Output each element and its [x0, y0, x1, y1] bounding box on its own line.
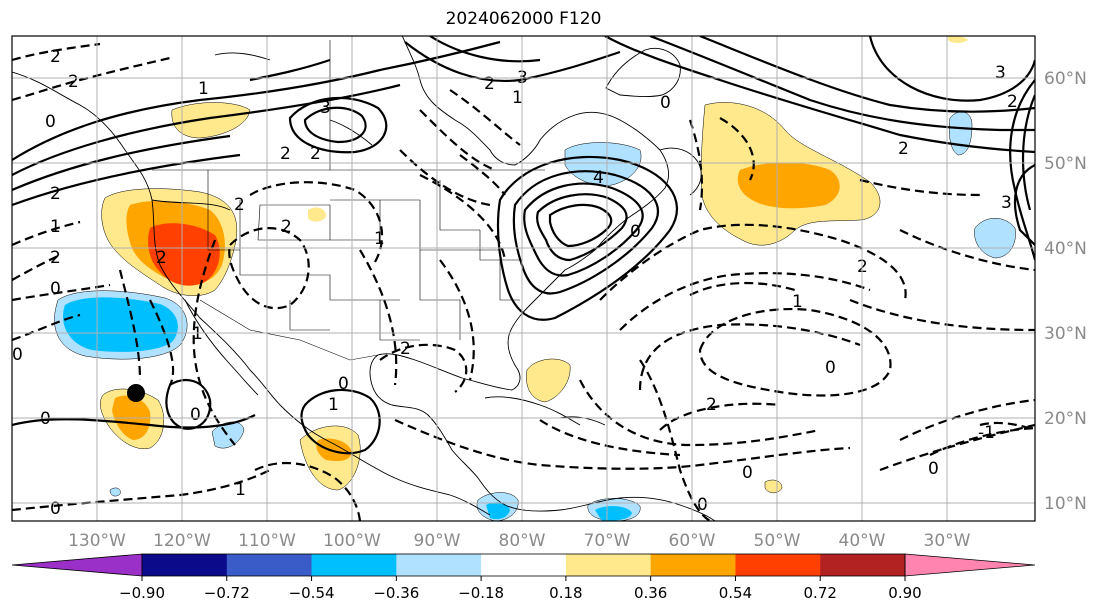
- political-borders: [152, 40, 545, 361]
- contour-label: 0: [45, 112, 56, 132]
- colorbar-cell: [396, 554, 482, 576]
- map-frame: [11, 35, 1036, 522]
- contour-label: 1: [198, 79, 209, 99]
- lon-label: 70°W: [584, 531, 631, 551]
- lat-label: 40°N: [1044, 239, 1087, 259]
- contour-label: 0: [742, 463, 753, 483]
- colorbar-extend-high: [904, 553, 1036, 577]
- colorbar-tick-label: −0.54: [289, 584, 335, 602]
- colorbar-cell: [311, 554, 397, 576]
- colorbar-outline: [141, 553, 906, 577]
- contour-label: 2: [400, 339, 411, 359]
- colorbar-tick-label: 0.90: [888, 584, 921, 602]
- positive-contours: [12, 36, 1035, 455]
- contour-label: 2: [50, 47, 61, 67]
- colorbar-cell: [481, 554, 567, 576]
- contour-label: 2: [234, 195, 245, 215]
- lat-label: 30°N: [1044, 324, 1087, 344]
- colorbar-tick-label: −0.18: [458, 584, 504, 602]
- colorbar-cell: [820, 554, 906, 576]
- lon-label: 100°W: [323, 531, 381, 551]
- contour-label: 2: [898, 139, 909, 159]
- contour-labels: 2 2 1 0 3 2 2 3 1 0 2 4 0 2 2 2 1 0 0 2 …: [12, 47, 1018, 519]
- contour-label: 2: [281, 217, 292, 237]
- contour-label: 2: [1007, 92, 1018, 112]
- colorbar-cell: [142, 554, 228, 576]
- colorbar-tick-label: 0.72: [804, 584, 837, 602]
- colorbar-cell: [226, 554, 313, 576]
- contour-label: 3: [1001, 193, 1012, 213]
- contour-label: -1: [978, 423, 995, 443]
- contour-label: 1: [792, 292, 803, 312]
- lon-label: 30°W: [924, 531, 971, 551]
- colorbar-tick-label: −0.36: [373, 584, 419, 602]
- contour-label: 2: [280, 144, 291, 164]
- storm-position-marker: [127, 384, 145, 402]
- contour-label: 0: [50, 279, 61, 299]
- lon-label: 40°W: [839, 531, 886, 551]
- colorbar-tick-label: 0.18: [549, 584, 582, 602]
- contour-label: 3: [320, 98, 331, 118]
- contour-label: 2: [50, 184, 61, 204]
- map-title: 2024062000 F120: [445, 9, 602, 29]
- colorbar-cell: [565, 554, 652, 576]
- colorbar-tick-label: −0.90: [119, 584, 165, 602]
- contour-label: 1: [50, 217, 61, 237]
- lon-label: 120°W: [153, 531, 211, 551]
- contour-label: 0: [928, 459, 939, 479]
- colorbar-tick-label: 0.54: [719, 584, 752, 602]
- contour-label: 2: [310, 144, 321, 164]
- graticule: [12, 36, 1035, 521]
- colorbar-cell: [650, 554, 736, 576]
- contour-label: 0: [50, 499, 61, 519]
- contour-label: 0: [190, 405, 201, 425]
- lon-label: 110°W: [238, 531, 296, 551]
- contour-label: 2: [484, 74, 495, 94]
- lat-label: 10°N: [1044, 494, 1087, 514]
- lon-label: 50°W: [754, 531, 801, 551]
- contour-label: 2: [50, 248, 61, 268]
- longitude-labels: 130°W 120°W 110°W 100°W 90°W 80°W 70°W 6…: [68, 531, 971, 551]
- colorbar-extend-low: [11, 553, 143, 577]
- latitude-labels: 60°N 50°N 40°N 30°N 20°N 10°N: [1044, 69, 1087, 514]
- contour-label: 1: [192, 324, 203, 344]
- shaded-anomalies: [54, 36, 1016, 521]
- lat-label: 60°N: [1044, 69, 1087, 89]
- contour-label: 4: [593, 168, 604, 188]
- contour-label: 2: [706, 395, 717, 415]
- lat-label: 50°N: [1044, 154, 1087, 174]
- contour-label: 0: [697, 495, 708, 515]
- contour-label: 0: [12, 345, 23, 365]
- contour-label: 1: [374, 229, 385, 249]
- colorbar: −0.90 −0.72 −0.54 −0.36 −0.18 0.18 0.36 0.54 0.7…: [11, 553, 1036, 602]
- contour-label: 1: [328, 395, 339, 415]
- contour-label: 2: [68, 72, 79, 92]
- lon-label: 130°W: [68, 531, 126, 551]
- contour-label: 1: [512, 88, 523, 108]
- lon-label: 90°W: [414, 531, 461, 551]
- contour-label: 2: [156, 248, 167, 268]
- contour-label: 1: [235, 480, 246, 500]
- contour-label: 0: [40, 409, 51, 429]
- lon-label: 60°W: [669, 531, 716, 551]
- contour-label: 0: [660, 93, 671, 113]
- contour-label: 0: [825, 358, 836, 378]
- lat-label: 20°N: [1044, 409, 1087, 429]
- contour-label: 3: [995, 63, 1006, 83]
- contour-label: 0: [630, 222, 641, 242]
- colorbar-tick-label: −0.72: [204, 584, 250, 602]
- colorbar-cell: [735, 554, 821, 576]
- colorbar-tick-label: 0.36: [634, 584, 667, 602]
- negative-contours: [12, 42, 1035, 521]
- contour-label: 0: [338, 374, 349, 394]
- lon-label: 80°W: [499, 531, 546, 551]
